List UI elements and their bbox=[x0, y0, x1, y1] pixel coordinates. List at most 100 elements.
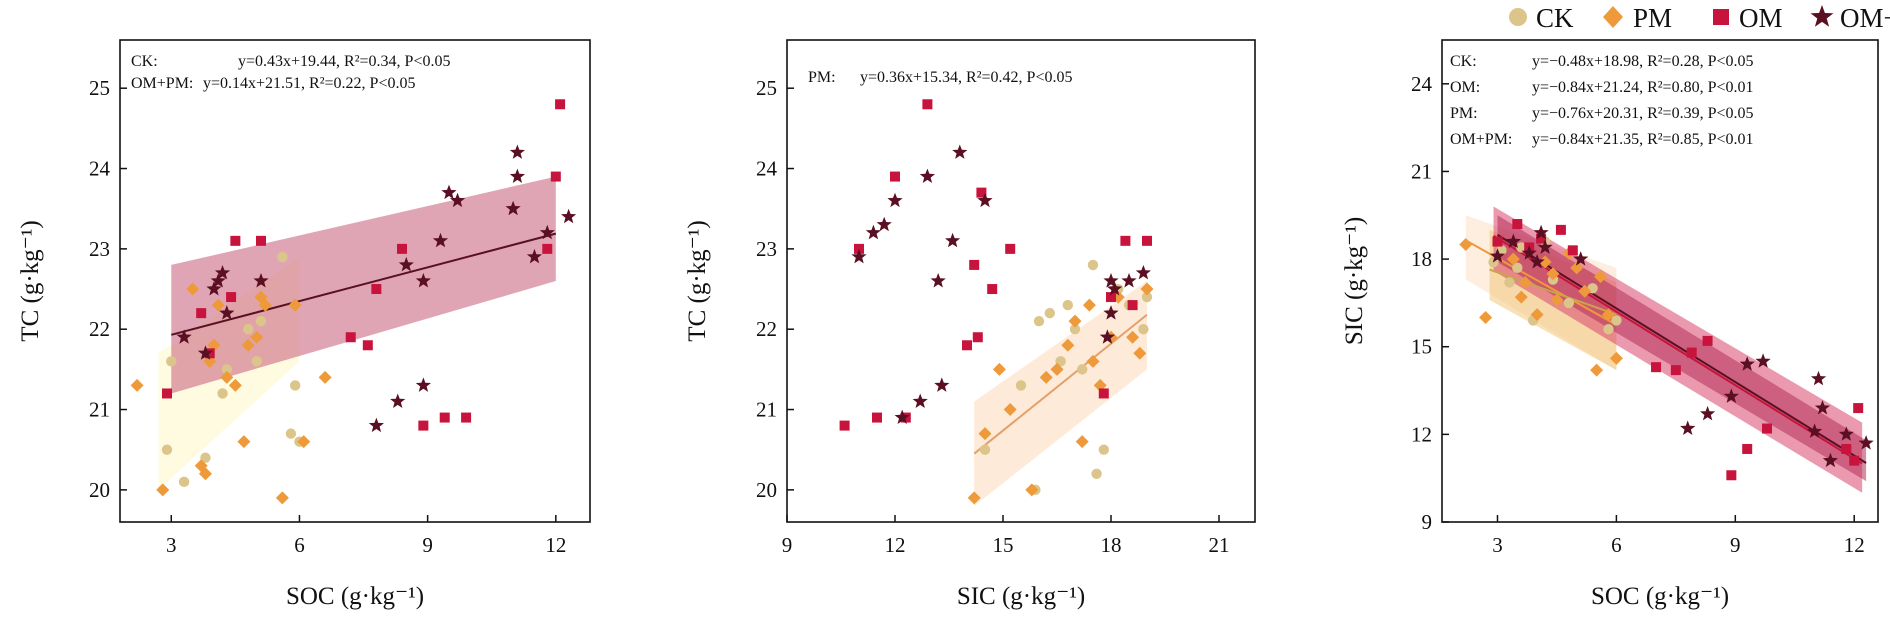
point-om bbox=[1555, 224, 1566, 235]
point-om bbox=[1742, 443, 1753, 454]
y-axis-label: TC (g·kg⁻¹) bbox=[17, 220, 44, 341]
y-tick-label: 20 bbox=[756, 478, 777, 502]
point-ompm bbox=[509, 144, 525, 159]
point-pm bbox=[1126, 330, 1140, 344]
point-ompm bbox=[1822, 452, 1838, 468]
point-ck bbox=[1512, 262, 1523, 274]
point-pm bbox=[220, 370, 234, 384]
x-tick-label: 9 bbox=[1730, 533, 1741, 557]
point-ompm bbox=[415, 273, 431, 288]
point-om bbox=[1841, 443, 1852, 454]
plot-frame bbox=[786, 39, 1256, 523]
point-ompm bbox=[539, 224, 555, 240]
point-ompm bbox=[526, 248, 543, 264]
point-pm bbox=[1518, 275, 1532, 289]
point-pm bbox=[992, 362, 1006, 376]
point-pm bbox=[1050, 362, 1064, 376]
point-pm bbox=[1590, 363, 1604, 377]
point-om bbox=[461, 412, 472, 423]
point-om bbox=[371, 284, 382, 295]
point-om bbox=[969, 259, 980, 270]
legend-label-ompm: OM+PM bbox=[1840, 3, 1890, 33]
point-ompm bbox=[934, 377, 950, 392]
annotation-label: CK: bbox=[131, 53, 158, 70]
point-om bbox=[1651, 362, 1662, 373]
annotation-label: OM+PM: bbox=[1450, 131, 1512, 148]
x-tick-label: 21 bbox=[1209, 533, 1230, 557]
point-om bbox=[854, 243, 864, 254]
point-om bbox=[226, 292, 237, 303]
point-ompm bbox=[206, 281, 222, 296]
point-ompm bbox=[952, 144, 968, 159]
point-om bbox=[1512, 219, 1523, 230]
point-om bbox=[972, 332, 983, 343]
point-pm bbox=[1601, 308, 1615, 322]
confidence-band bbox=[974, 281, 1147, 506]
point-ck bbox=[221, 364, 233, 375]
point-ck bbox=[255, 315, 267, 327]
point-om bbox=[976, 187, 987, 198]
point-ompm bbox=[1858, 435, 1874, 450]
point-ompm bbox=[1537, 239, 1553, 254]
point-pm bbox=[1609, 351, 1623, 365]
x-tick-label: 9 bbox=[782, 533, 793, 557]
point-om bbox=[922, 99, 933, 110]
y-tick-label: 12 bbox=[1411, 422, 1432, 446]
point-ck bbox=[1603, 324, 1614, 335]
point-ompm bbox=[1810, 370, 1827, 386]
y-tick-label: 21 bbox=[1411, 159, 1432, 183]
point-ck bbox=[242, 324, 254, 335]
regression-line bbox=[1496, 233, 1867, 464]
point-om bbox=[439, 412, 450, 423]
point-ompm bbox=[390, 393, 406, 408]
y-tick-label: 23 bbox=[756, 237, 777, 261]
point-pm bbox=[1025, 483, 1039, 497]
y-tick-label: 25 bbox=[756, 76, 777, 100]
point-pm bbox=[1082, 298, 1096, 312]
y-axis-label: SIC (g·kg⁻¹) bbox=[1341, 217, 1368, 345]
y-tick-label: 22 bbox=[89, 317, 110, 341]
regression-line bbox=[171, 232, 557, 336]
regression-line bbox=[973, 313, 1148, 455]
point-om bbox=[162, 388, 172, 399]
point-ompm bbox=[1107, 281, 1123, 296]
point-om bbox=[1536, 233, 1547, 244]
y-tick-label: 18 bbox=[1411, 247, 1432, 271]
point-om bbox=[1849, 455, 1860, 466]
point-om bbox=[1098, 388, 1109, 399]
point-ompm bbox=[1103, 305, 1119, 320]
point-ompm bbox=[214, 265, 231, 280]
point-pm bbox=[297, 435, 311, 449]
x-tick-label: 18 bbox=[1101, 533, 1122, 557]
point-ompm bbox=[415, 377, 431, 392]
x-tick-label: 3 bbox=[166, 533, 177, 557]
point-pm bbox=[1133, 346, 1147, 360]
x-tick-label: 9 bbox=[422, 533, 433, 557]
point-pm bbox=[211, 298, 225, 312]
panel-soc-vs-tc: 3 6 9 12 20 21 22 23 24 25 CK: y=0.43x+19.44, R²=… bbox=[17, 39, 591, 610]
point-pm bbox=[1578, 284, 1592, 298]
legend-label-ck: CK bbox=[1536, 3, 1574, 33]
point-ompm bbox=[1521, 245, 1537, 260]
annotation-label: OM: bbox=[1450, 79, 1480, 96]
point-ck bbox=[277, 251, 288, 263]
point-om bbox=[1702, 335, 1713, 346]
y-tick-label: 25 bbox=[89, 76, 110, 100]
point-om bbox=[230, 235, 241, 246]
point-ck bbox=[217, 388, 228, 399]
point-om bbox=[962, 340, 972, 351]
point-om bbox=[1142, 235, 1152, 246]
point-pm bbox=[1140, 282, 1154, 296]
point-ompm bbox=[176, 329, 192, 344]
x-tick-label: 12 bbox=[545, 533, 566, 557]
point-ck bbox=[1504, 277, 1515, 288]
point-ck bbox=[1033, 315, 1045, 327]
point-om bbox=[550, 171, 561, 182]
annotation-label: PM: bbox=[1450, 105, 1478, 122]
annotation-equation: y=0.36x+15.34, R²=0.42, P<0.05 bbox=[860, 69, 1072, 86]
point-pm bbox=[318, 370, 332, 384]
point-pm bbox=[1075, 435, 1089, 449]
y-tick-label: 9 bbox=[1422, 510, 1433, 534]
point-ck bbox=[1091, 468, 1102, 479]
annotation-label: PM: bbox=[808, 69, 836, 86]
